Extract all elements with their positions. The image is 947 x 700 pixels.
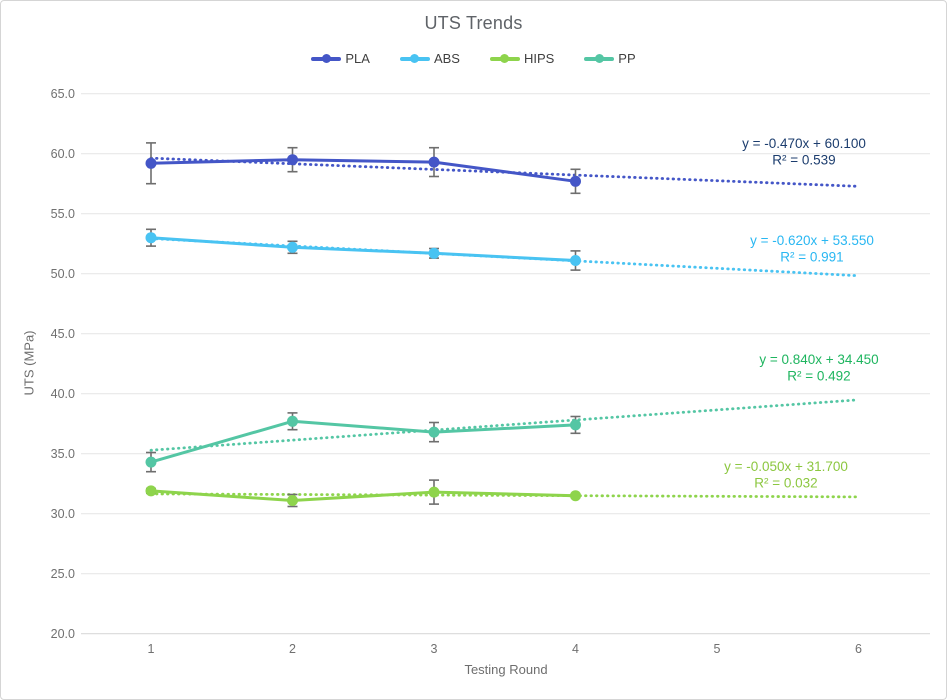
legend-label: PP xyxy=(618,51,636,66)
gridlines: 20.0 25.0 30.0 35.0 40.0 45.0 50.0 55.0 60.0 65.0 xyxy=(51,87,930,641)
series-line-ABS xyxy=(149,236,577,262)
data-point-PLA-4 xyxy=(570,175,581,187)
y-tick-label: 35.0 xyxy=(51,447,75,461)
x-tick-label: 2 xyxy=(289,642,296,656)
y-tick-label: 55.0 xyxy=(51,207,75,221)
data-point-HIPS-3 xyxy=(428,486,440,498)
data-point-PLA-1 xyxy=(145,157,157,169)
data-point-ABS-3 xyxy=(428,247,440,259)
x-tick-label: 1 xyxy=(148,642,155,656)
x-tick-label: 4 xyxy=(572,642,579,656)
x-tick-label: 5 xyxy=(714,642,721,656)
series-line-PLA xyxy=(149,158,577,183)
data-point-ABS-1 xyxy=(145,232,157,244)
legend-item-HIPS[interactable]: HIPS xyxy=(489,51,555,66)
series-PP: y = 0.840x + 34.450 R² = 0.492 xyxy=(145,352,879,473)
data-point-HIPS-2 xyxy=(287,495,298,506)
y-tick-label: 60.0 xyxy=(51,147,75,161)
series-line-PP xyxy=(149,419,577,464)
data-point-HIPS-4 xyxy=(570,490,581,502)
legend-label: ABS xyxy=(433,51,460,66)
chart-title: UTS Trends xyxy=(424,13,523,33)
data-point-PLA-2 xyxy=(287,154,298,166)
trendline-PLA xyxy=(149,156,860,188)
y-tick-label: 65.0 xyxy=(51,87,75,101)
trend-equation-PP: y = 0.840x + 34.450 xyxy=(759,352,878,367)
legend-item-PLA[interactable]: PLA xyxy=(311,51,370,66)
data-point-PLA-3 xyxy=(428,156,440,168)
trend-r2-ABS: R² = 0.991 xyxy=(780,250,843,265)
legend-item-ABS[interactable]: ABS xyxy=(399,51,460,66)
legend-item-PP[interactable]: PP xyxy=(584,51,636,66)
trendline-ABS xyxy=(149,237,860,278)
data-point-PP-1 xyxy=(145,456,157,468)
trend-r2-PP: R² = 0.492 xyxy=(787,369,850,384)
trendline-PP xyxy=(149,398,860,452)
legend: PLA ABS HIPS PP xyxy=(1,51,946,66)
trend-equation-ABS: y = -0.620x + 53.550 xyxy=(750,233,874,248)
x-tick-label: 6 xyxy=(855,642,862,656)
series-HIPS: y = -0.050x + 31.700 R² = 0.032 xyxy=(145,459,848,508)
y-tick-label: 50.0 xyxy=(51,267,75,281)
legend-line-dot-icon xyxy=(311,54,342,64)
y-tick-label: 45.0 xyxy=(51,327,75,341)
data-point-PP-3 xyxy=(428,426,440,438)
series-PLA: y = -0.470x + 60.100 R² = 0.539 xyxy=(145,136,866,195)
trend-equation-PLA: y = -0.470x + 60.100 xyxy=(742,136,866,151)
data-point-PP-4 xyxy=(570,419,581,431)
y-tick-label: 20.0 xyxy=(51,627,75,641)
trend-equation-HIPS: y = -0.050x + 31.700 xyxy=(724,459,848,474)
legend-label: PLA xyxy=(345,51,370,66)
y-axis-title: UTS (MPa) xyxy=(21,330,37,396)
y-tick-label: 30.0 xyxy=(51,507,75,521)
y-tick-label: 25.0 xyxy=(51,567,75,581)
y-tick-label: 40.0 xyxy=(51,387,75,401)
legend-line-dot-icon xyxy=(584,54,615,64)
data-point-HIPS-1 xyxy=(145,485,157,497)
data-point-ABS-2 xyxy=(287,241,298,253)
data-point-PP-2 xyxy=(287,415,298,427)
legend-label: HIPS xyxy=(523,51,555,66)
trend-r2-HIPS: R² = 0.032 xyxy=(754,476,817,491)
x-axis-title: Testing Round xyxy=(464,662,548,677)
data-point-ABS-4 xyxy=(570,255,581,266)
series-ABS: y = -0.620x + 53.550 R² = 0.991 xyxy=(145,228,874,271)
legend-line-dot-icon xyxy=(399,54,430,64)
series-line-HIPS xyxy=(149,489,577,502)
trend-r2-PLA: R² = 0.539 xyxy=(772,153,835,168)
x-tick-label: 3 xyxy=(431,642,438,656)
legend-line-dot-icon xyxy=(489,54,520,64)
